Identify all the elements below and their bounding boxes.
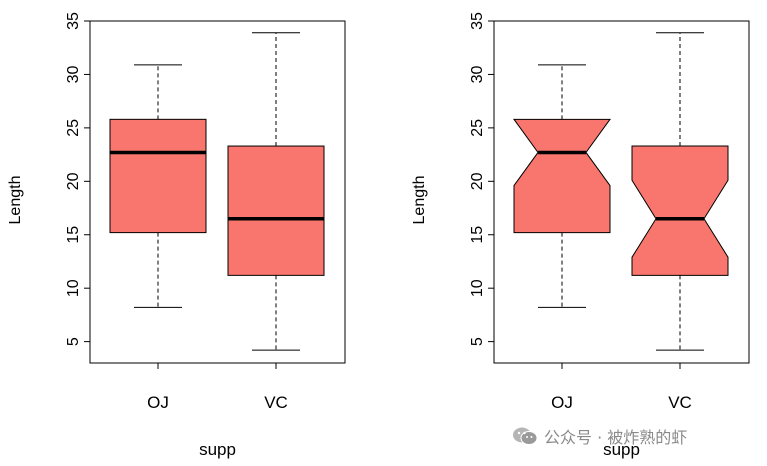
y-tick-label: 5: [65, 337, 82, 346]
x-tick-label: OJ: [551, 393, 573, 412]
box-body: [227, 145, 325, 276]
wechat-icon: [513, 427, 538, 445]
boxplot-panel-notched: 5 10 15 20 25 30 35 Length supp OJ VC: [411, 12, 750, 459]
y-tick-label: 35: [65, 12, 82, 30]
box-oj: [513, 64, 611, 308]
x-tick-label: VC: [264, 393, 288, 412]
plot-frame: [89, 20, 346, 364]
y-tick-label: 15: [469, 226, 486, 244]
x-tick-label: VC: [668, 393, 692, 412]
y-tick-label: 20: [65, 172, 82, 190]
y-tick-label: 20: [469, 172, 486, 190]
y-tick-label: 25: [65, 119, 82, 137]
y-axis-label: Length: [411, 176, 428, 225]
y-tick-label: 35: [469, 12, 486, 30]
y-tick-label: 5: [469, 337, 486, 346]
x-axis-label: supp: [199, 440, 236, 459]
y-tick-label: 25: [469, 119, 486, 137]
watermark: 公众号 · 被炸熟的虾: [512, 424, 687, 448]
y-tick-label: 10: [469, 279, 486, 297]
plot-frame: [493, 20, 750, 364]
x-axis-label: supp: [603, 440, 640, 459]
box-body: [513, 118, 611, 234]
box-vc: [631, 32, 729, 351]
y-tick-label: 15: [65, 226, 82, 244]
box-body: [109, 118, 207, 234]
y-axis-label: Length: [7, 176, 24, 225]
boxplot-panel-standard: 5 10 15 20 25 30 35 Length supp OJ VC: [7, 12, 346, 459]
y-tick-label: 10: [65, 279, 82, 297]
y-tick-label: 30: [469, 65, 486, 83]
box-vc: [227, 32, 325, 351]
box-body: [631, 145, 729, 276]
watermark-text: 公众号 · 被炸熟的虾: [544, 428, 688, 447]
y-tick-label: 30: [65, 65, 82, 83]
box-oj: [109, 64, 207, 308]
x-tick-label: OJ: [147, 393, 169, 412]
